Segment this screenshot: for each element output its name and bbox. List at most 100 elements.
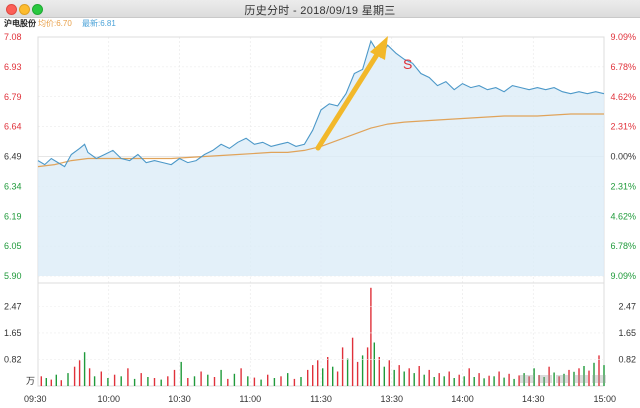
volume-bar (598, 355, 600, 386)
volume-tick-label-right: 2.47 (618, 301, 636, 311)
volume-bar (287, 373, 289, 386)
volume-bar (548, 366, 550, 386)
volume-bar (167, 376, 169, 386)
volume-axis: 2.47 2.47 1.65 1.65 0.82 0.82 万 (4, 301, 636, 386)
price-line (37, 39, 605, 168)
legend-latest-price: 最新:6.81 (82, 19, 116, 28)
trend-arrow-head (370, 36, 388, 60)
minimize-window-button[interactable] (19, 4, 30, 15)
volume-bar (260, 379, 262, 386)
volume-bar (418, 366, 420, 386)
volume-bar (383, 366, 385, 386)
percent-tick-label: 2.31% (610, 181, 636, 191)
trend-arrow (315, 36, 388, 151)
volume-bar (100, 371, 102, 386)
volume-bar (603, 365, 605, 386)
volume-bar (533, 368, 535, 386)
volume-bar (493, 376, 495, 386)
volume-bar (113, 374, 116, 386)
percent-tick-label: 0.00% (610, 152, 636, 162)
volume-bar (366, 347, 369, 386)
volume-bar (45, 378, 47, 386)
volume-bar (133, 378, 136, 386)
volume-bar (483, 378, 485, 386)
volume-bar (180, 361, 182, 386)
volume-bar (55, 374, 57, 386)
volume-bar (332, 366, 334, 386)
volume-tick-label-right: 1.65 (618, 328, 636, 338)
volume-bar (78, 360, 81, 387)
close-window-button[interactable] (6, 4, 17, 15)
volume-bar (107, 378, 109, 386)
time-tick-label: 15:00 (593, 394, 616, 404)
percent-tick-label: 9.09% (610, 271, 636, 281)
price-tick-label: 6.49 (4, 152, 22, 162)
volume-bar (453, 378, 455, 386)
price-tick-label: 6.79 (4, 92, 22, 102)
volume-bar (356, 361, 359, 386)
volume-bar (73, 366, 76, 386)
maximize-window-button[interactable] (32, 4, 43, 15)
volume-bar (468, 368, 470, 386)
volume-bar (200, 371, 202, 386)
volume-bar (312, 365, 314, 386)
volume-bar (393, 369, 395, 386)
volume-bar (346, 358, 349, 386)
volume-bar (478, 373, 480, 386)
volume-bar (438, 373, 440, 386)
time-tick-label: 10:00 (97, 394, 120, 404)
price-tick-label: 6.34 (4, 181, 22, 191)
volume-bar (327, 357, 329, 386)
percent-tick-label: 6.78% (610, 241, 636, 251)
volume-bar (173, 369, 176, 386)
volume-bar (240, 368, 242, 386)
volume-bar (247, 376, 249, 386)
volume-bar (307, 369, 309, 386)
annotation-label: S (403, 56, 412, 72)
volume-bar (83, 352, 86, 386)
volume-bar (60, 380, 62, 386)
volume-bar (93, 376, 96, 386)
volume-tick-label: 0.82 (4, 355, 22, 365)
time-tick-label: 09:30 (24, 394, 47, 404)
time-tick-label: 11:00 (239, 394, 261, 404)
time-tick-label: 13:30 (380, 394, 403, 404)
volume-bar (443, 376, 445, 386)
stock-name: 沪电股份 (4, 19, 36, 28)
volume-bar (463, 376, 465, 386)
time-tick-label: 11:30 (310, 394, 332, 404)
volume-bar (558, 376, 560, 386)
volume-bar (408, 368, 410, 386)
volume-bar (67, 373, 69, 386)
volume-bar (147, 377, 149, 386)
volume-bar (403, 371, 405, 386)
volume-bar (187, 378, 189, 386)
chart-legend: 沪电股份 均价:6.70 最新:6.81 (0, 17, 640, 30)
volume-bar (273, 378, 276, 386)
percent-tick-label: 4.62% (610, 211, 636, 221)
watermark (520, 375, 606, 383)
volume-bar (207, 374, 209, 386)
volume-bar (593, 362, 595, 386)
volume-bar (227, 378, 229, 386)
volume-bar (370, 287, 372, 386)
volume-bar (388, 360, 390, 387)
volume-bar (518, 375, 520, 386)
volume-bar (458, 374, 460, 386)
volume-bar (317, 360, 319, 387)
volume-bar (322, 368, 324, 386)
price-area-fill (38, 41, 604, 276)
volume-bar (423, 374, 425, 386)
trend-arrow-shaft (315, 50, 381, 151)
percent-tick-label: 4.62% (610, 92, 636, 102)
volume-bar (140, 373, 142, 386)
volume-bar (473, 377, 475, 386)
volume-tick-label: 1.65 (4, 328, 22, 338)
volume-bar (523, 373, 525, 386)
volume-bar (153, 378, 156, 386)
volume-bar (50, 379, 52, 386)
volume-bar (120, 376, 122, 386)
volume-bar (233, 373, 236, 386)
legend-avg-price: 均价:6.70 (38, 19, 72, 28)
